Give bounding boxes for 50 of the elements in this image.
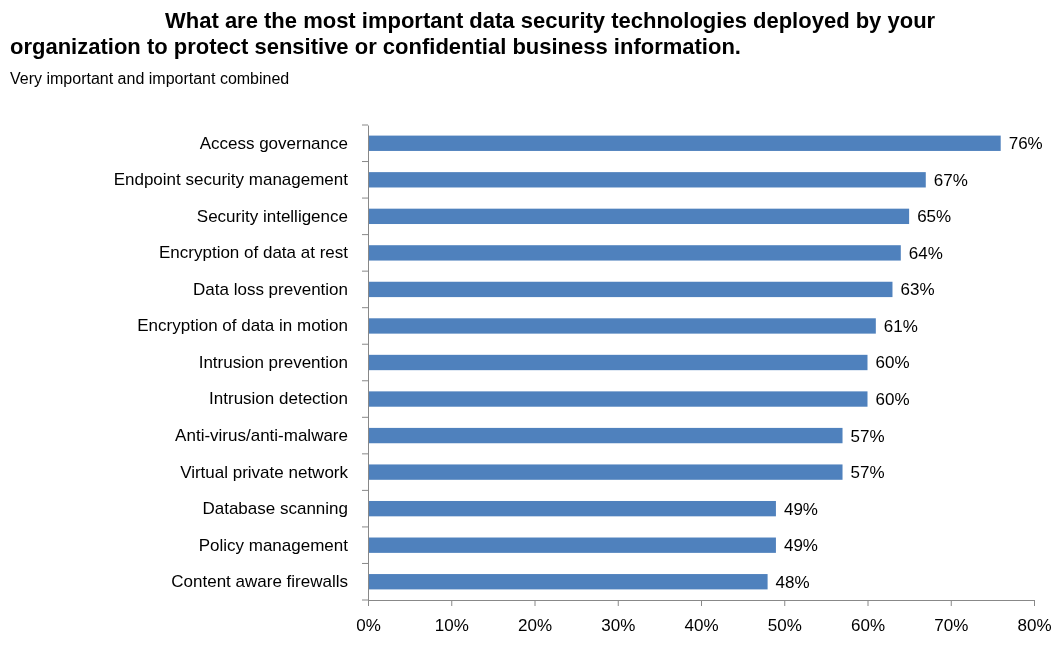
data-label: 49%: [783, 499, 818, 519]
y-tick-label: Database scanning: [202, 499, 348, 519]
y-tick-label: Intrusion prevention: [198, 352, 348, 372]
bar: [368, 172, 926, 188]
x-tick-label: 10%: [434, 616, 469, 636]
data-label: 60%: [875, 353, 910, 373]
y-tick-label: Security intelligence: [196, 206, 348, 226]
data-label: 76%: [1008, 134, 1043, 154]
y-tick-label: Encryption of data at rest: [159, 243, 349, 263]
bar: [368, 574, 768, 590]
data-label: 63%: [900, 280, 935, 300]
y-tick-label: Anti-virus/anti-malware: [175, 426, 348, 446]
y-tick-label: Endpoint security management: [113, 170, 349, 190]
bar: [368, 281, 893, 298]
x-tick-label: 0%: [356, 616, 381, 636]
data-label: 61%: [883, 316, 918, 336]
y-tick-label: Content aware firewalls: [171, 572, 348, 592]
bar: [368, 537, 776, 553]
bar: [368, 391, 868, 407]
y-tick-label: Data loss prevention: [193, 279, 348, 299]
bar: [368, 135, 1001, 151]
bar: [368, 208, 910, 225]
x-tick-label: 60%: [850, 616, 886, 636]
data-label: 60%: [875, 389, 910, 409]
y-tick-label: Access governance: [199, 133, 348, 153]
y-tick-label: Policy management: [198, 535, 349, 555]
x-tick-label: 70%: [934, 616, 969, 636]
y-tick-label: Virtual private network: [180, 462, 349, 482]
bar: [368, 500, 776, 517]
text: Very important and important combined: [10, 70, 290, 88]
x-tick-label: 80%: [1017, 616, 1052, 636]
bar: [368, 354, 868, 371]
data-label: 49%: [783, 536, 818, 556]
x-tick-label: 20%: [517, 616, 553, 636]
chart-title: What are the most important data security technologies deployed by your organization to protect sensitive or confidential business information.: [10, 8, 937, 60]
x-tick-label: 50%: [767, 616, 802, 636]
data-label: 57%: [850, 463, 885, 483]
data-label: 65%: [917, 207, 952, 227]
bar: [368, 318, 876, 334]
data-label: 67%: [933, 170, 968, 190]
data-label: 64%: [908, 243, 943, 263]
data-label: 57%: [850, 426, 885, 446]
data-label: 48%: [775, 572, 810, 592]
bar: [368, 464, 843, 480]
x-tick-label: 30%: [601, 616, 636, 636]
y-tick-label: Encryption of data in motion: [137, 316, 348, 336]
x-tick-label: 40%: [684, 616, 719, 636]
bar: [368, 427, 843, 444]
bar: [368, 245, 901, 261]
y-tick-label: Intrusion detection: [209, 389, 348, 409]
